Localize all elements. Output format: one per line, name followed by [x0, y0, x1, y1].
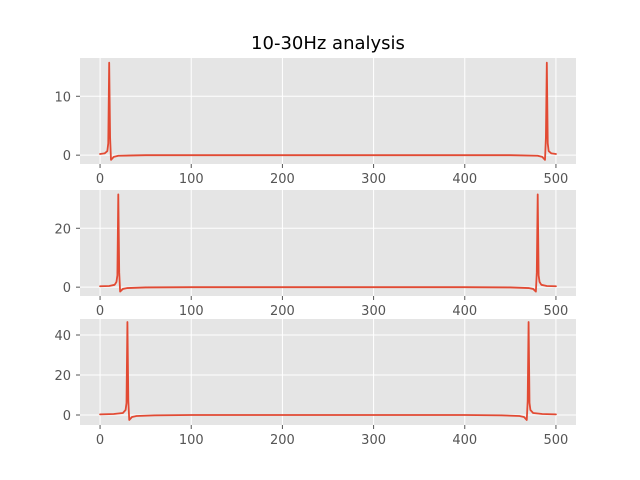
x-tick-label: 100 [179, 304, 204, 319]
axes-background [80, 190, 576, 296]
x-tick-label: 300 [361, 304, 386, 319]
subplot-2: 0 100 200 300 400 500 0 20 [54, 190, 576, 319]
x-tick-label: 100 [179, 433, 204, 448]
x-tick-label: 100 [179, 172, 204, 187]
x-tick-label: 500 [544, 304, 569, 319]
y-tick-label: 0 [63, 281, 71, 296]
chart-title: 10-30Hz analysis [251, 33, 405, 54]
x-tick-label: 400 [452, 433, 477, 448]
x-tick-label: 500 [544, 172, 569, 187]
series-line-1 [99, 61, 557, 161]
y-tick-label: 0 [63, 409, 71, 424]
y-tick-label: 10 [54, 90, 71, 105]
axes-background [80, 58, 576, 164]
y-tick-label: 0 [63, 149, 71, 164]
subplot-1: 0 100 200 300 400 500 0 10 [54, 58, 576, 187]
y-tick-label: 20 [54, 222, 71, 237]
x-tick-label: 0 [96, 304, 104, 319]
x-tick-label: 500 [544, 433, 569, 448]
x-tick-label: 300 [361, 433, 386, 448]
series-line-1 [99, 193, 557, 293]
series-line-1 [99, 321, 557, 421]
y-tick-label: 20 [54, 369, 71, 384]
x-tick-label: 400 [452, 172, 477, 187]
x-tick-label: 200 [270, 304, 295, 319]
y-tick-label: 40 [54, 329, 71, 344]
x-tick-label: 300 [361, 172, 386, 187]
subplot-3: 0 100 200 300 400 500 0 20 40 [54, 319, 576, 448]
axes-background [80, 319, 576, 425]
x-tick-label: 200 [270, 172, 295, 187]
x-tick-label: 0 [96, 172, 104, 187]
x-tick-label: 200 [270, 433, 295, 448]
x-tick-label: 400 [452, 304, 477, 319]
x-tick-label: 0 [96, 433, 104, 448]
